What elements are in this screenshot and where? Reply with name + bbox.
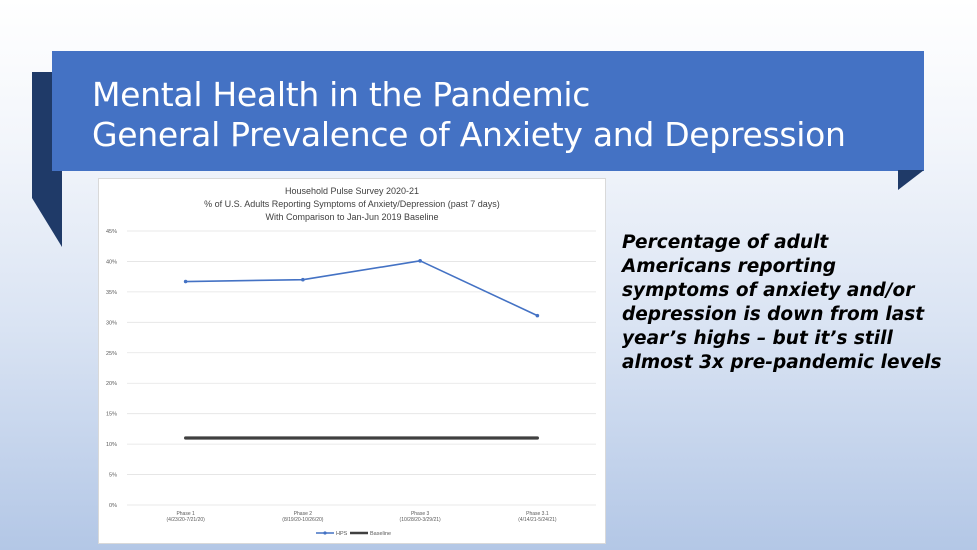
data-point-hps	[301, 277, 305, 282]
title-banner: Mental Health in the Pandemic General Pr…	[52, 51, 924, 171]
x-tick-label: Phase 3	[411, 511, 430, 517]
y-tick-label: 35%	[106, 290, 117, 296]
y-tick-label: 40%	[106, 259, 117, 265]
y-tick-label: 45%	[106, 229, 117, 235]
chart-title: Household Pulse Survey 2020-21 % of U.S.…	[99, 185, 605, 224]
x-tick-label: Phase 1	[176, 511, 195, 517]
y-tick-label: 5%	[109, 473, 117, 479]
data-point-hps	[535, 313, 540, 318]
x-tick-date: (8/19/20-10/26/20)	[282, 517, 323, 523]
y-tick-label: 30%	[106, 320, 117, 326]
y-tick-label: 20%	[106, 381, 117, 387]
legend-marker-hps	[323, 531, 327, 535]
y-tick-label: 15%	[106, 412, 117, 418]
chart-title-main: Household Pulse Survey 2020-21	[284, 186, 420, 196]
data-point-hps	[418, 259, 422, 263]
y-tick-label: 10%	[106, 442, 117, 448]
legend-label-baseline: Baseline	[370, 531, 391, 537]
y-tick-label: 25%	[106, 351, 117, 357]
x-tick-date: (4/14/21-5/24/21)	[518, 517, 557, 523]
chart-subtitle-1: % of U.S. Adults Reporting Symptoms of A…	[204, 199, 500, 209]
slide-title-line2: General Prevalence of Anxiety and Depres…	[92, 115, 846, 154]
slide-title: Mental Health in the Pandemic General Pr…	[92, 75, 846, 155]
x-tick-label: Phase 3.1	[526, 511, 549, 517]
line-chart: 0% 5% 10% 15% 20% 25% 30% 35% 40% 45% Phase 1(4/23…	[106, 229, 596, 537]
y-tick-label: 0%	[109, 503, 117, 509]
chart-subtitle-2: With Comparison to Jan-Jun 2019 Baseline	[265, 212, 439, 222]
series-line-hps	[184, 260, 539, 317]
x-tick-date: (4/23/20-7/21/20)	[166, 517, 205, 523]
data-point-hps	[183, 279, 188, 284]
slide-title-line1: Mental Health in the Pandemic	[92, 75, 591, 114]
x-tick-date: (10/28/20-3/29/21)	[400, 517, 441, 523]
banner-ribbon-right	[898, 170, 924, 190]
legend-label-hps: HPS	[336, 531, 348, 537]
x-tick-label: Phase 2	[294, 511, 313, 517]
slide-caption: Percentage of adult Americans reporting …	[622, 232, 942, 373]
chart-panel: Household Pulse Survey 2020-21 % of U.S.…	[98, 178, 606, 544]
